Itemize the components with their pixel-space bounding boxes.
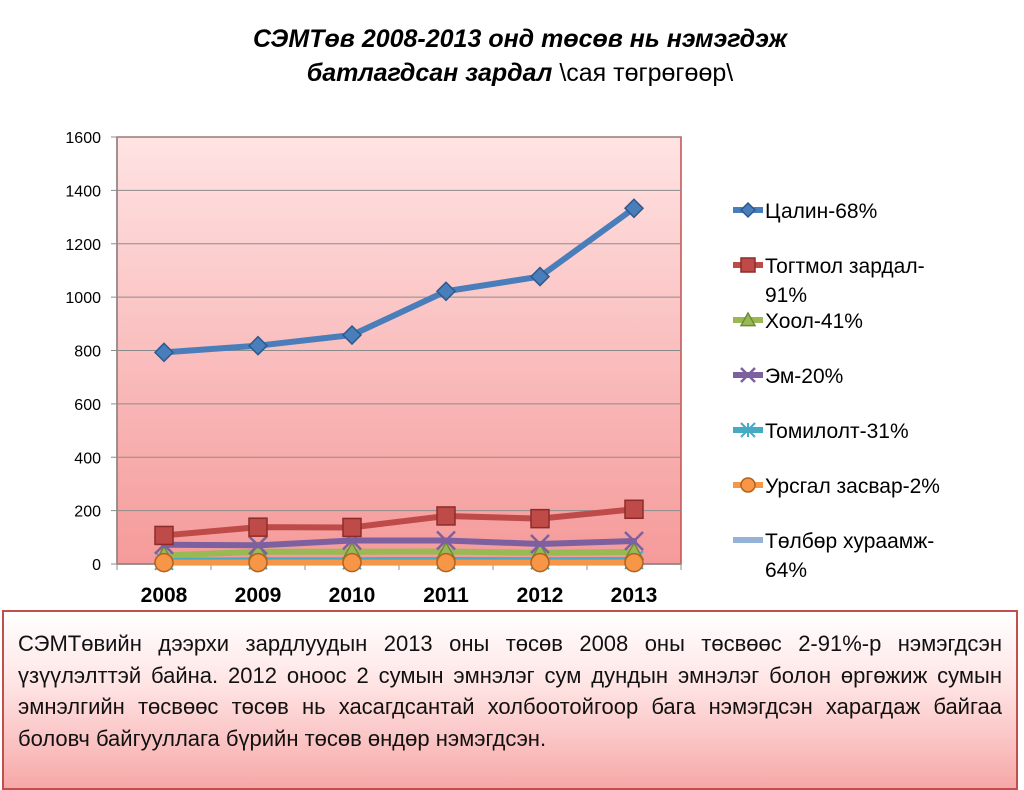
- data-point: [248, 517, 268, 537]
- series-line: [161, 548, 637, 559]
- legend-label: Хоол-41%: [765, 310, 863, 333]
- chart-title-line2: батлагдсан зардал \сая төгрөгөөр\: [150, 56, 890, 90]
- legend-label: Төлбөр хураамж-64%: [765, 530, 934, 582]
- series-line: [161, 205, 637, 356]
- y-tick-label: 1400: [65, 183, 101, 200]
- data-point: [624, 552, 644, 573]
- data-point: [341, 324, 363, 346]
- data-point: [436, 506, 456, 526]
- legend-item: Томилолт-31%: [733, 420, 909, 443]
- legend-label: Тогтмол зардал-91%: [765, 255, 925, 307]
- chart-title-line1: СЭМТөв 2008-2013 онд төсөв нь нэмэгдэж: [253, 25, 787, 53]
- legend-item: Цалин-68%: [733, 200, 877, 223]
- data-point: [247, 335, 269, 356]
- legend-item: Урсгал засвар-2%: [733, 475, 940, 498]
- data-point: [530, 552, 550, 573]
- legend-swatch-marker: [740, 477, 756, 493]
- legend-swatch-marker: [740, 422, 756, 438]
- legend-item: Эм-20%: [733, 365, 843, 388]
- data-point: [529, 266, 551, 287]
- data-point: [624, 499, 644, 520]
- y-tick-label: 1200: [65, 237, 101, 254]
- legend-swatch-marker: [740, 367, 756, 383]
- data-point: [342, 552, 362, 573]
- chart-title: СЭМТөв 2008-2013 онд төсөв нь нэмэгдэж б…: [150, 22, 890, 90]
- data-point: [624, 531, 644, 551]
- chart-title-unit: \сая төгрөгөөр\: [559, 59, 734, 87]
- data-point: [530, 534, 550, 554]
- legend-swatch-marker: [739, 201, 757, 219]
- y-tick-label: 1600: [65, 130, 101, 147]
- x-tick-label: 2011: [423, 584, 469, 607]
- caption-box: СЭМТөвийн дээрхи зардлуудын 2013 оны төс…: [2, 610, 1018, 790]
- y-tick-label: 200: [74, 504, 101, 521]
- line-chart: 0 200 400 600 800 1000 1200 1400 1600 2008 2009 201…: [65, 130, 940, 607]
- y-tick-label: 600: [74, 397, 101, 414]
- legend-label: Томилолт-31%: [765, 420, 909, 443]
- legend-item: Төлбөр хураамж-64%: [733, 530, 934, 582]
- x-tick-label: 2010: [329, 584, 376, 607]
- x-tick-label: 2009: [235, 584, 282, 607]
- y-tick-label: 800: [74, 344, 101, 361]
- y-tick-label: 400: [74, 450, 101, 467]
- caption-text: СЭМТөвийн дээрхи зардлуудын 2013 оны төс…: [18, 631, 1002, 751]
- legend-label: Урсгал засвар-2%: [765, 475, 940, 498]
- data-point: [248, 552, 268, 573]
- x-tick-label: 2013: [611, 584, 658, 607]
- data-point: [154, 552, 174, 573]
- data-point: [342, 517, 362, 538]
- data-point: [530, 508, 550, 529]
- data-point: [153, 342, 175, 363]
- y-tick-label: 0: [92, 557, 101, 574]
- data-point: [248, 535, 268, 556]
- y-tick-label: 1000: [65, 290, 101, 307]
- legend-label: Цалин-68%: [765, 200, 877, 223]
- legend-swatch-marker: [740, 257, 756, 273]
- data-point: [154, 525, 174, 546]
- x-tick-label: 2012: [517, 584, 564, 607]
- legend-label: Эм-20%: [765, 365, 843, 388]
- series-line: [161, 537, 637, 549]
- x-tick-label: 2008: [141, 584, 188, 607]
- data-point: [436, 552, 456, 573]
- legend-swatch-marker: [739, 311, 757, 327]
- legend-item: Хоол-41%: [733, 310, 863, 333]
- series-line: [161, 506, 637, 539]
- data-point: [435, 281, 457, 302]
- legend-item: Тогтмол зардал-91%: [733, 255, 925, 307]
- data-point: [436, 530, 456, 551]
- data-point: [623, 198, 645, 219]
- chart-title-line2-bold: батлагдсан зардал: [306, 59, 560, 87]
